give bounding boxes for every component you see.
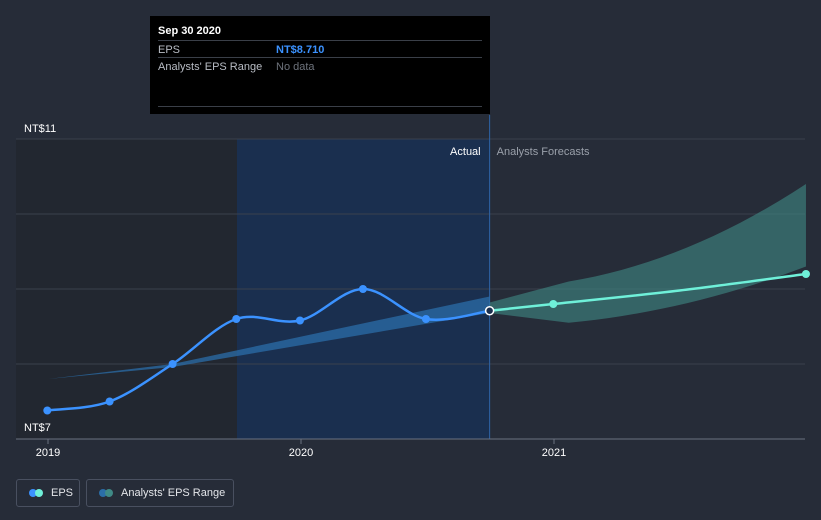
data-point xyxy=(232,315,241,323)
tooltip-row-range: Analysts' EPS Range No data xyxy=(158,57,482,75)
legend-swatch-icon xyxy=(99,489,115,497)
forecast-label: Analysts Forecasts xyxy=(497,146,590,158)
x-tick-label: 2020 xyxy=(289,447,313,459)
tooltip-value: No data xyxy=(276,61,315,73)
tooltip-value: NT$8.710 xyxy=(276,44,325,56)
eps-tooltip: Sep 30 2020 EPS NT$8.710 Analysts' EPS R… xyxy=(150,16,490,114)
data-point xyxy=(549,300,558,308)
legend-swatch-icon xyxy=(29,489,45,497)
legend-item-eps[interactable]: EPS xyxy=(16,479,80,507)
data-point xyxy=(43,406,52,415)
eps-forecast-line xyxy=(489,272,807,312)
data-point xyxy=(358,285,367,293)
x-tick-label: 2019 xyxy=(36,447,60,459)
forecast-range-band xyxy=(489,184,806,323)
data-point xyxy=(168,360,177,368)
tooltip-label: EPS xyxy=(158,44,181,56)
tooltip-label: Analysts' EPS Range xyxy=(158,61,263,73)
actual-label: Actual xyxy=(450,146,481,158)
tooltip-divider xyxy=(158,106,482,107)
legend-item-eps-range[interactable]: Analysts' EPS Range xyxy=(86,479,234,507)
data-point xyxy=(421,315,430,323)
legend-label: EPS xyxy=(51,487,74,499)
data-point xyxy=(801,270,810,278)
legend-label: Analysts' EPS Range xyxy=(121,487,226,499)
y-tick-label: NT$7 xyxy=(24,422,51,434)
highlight-point xyxy=(484,306,495,316)
tooltip-row-eps: EPS NT$8.710 xyxy=(158,40,482,58)
data-point xyxy=(295,316,304,325)
x-tick-label: 2021 xyxy=(542,447,566,459)
y-tick-label: NT$11 xyxy=(24,123,56,135)
data-point xyxy=(105,397,114,406)
eps-actual-line xyxy=(47,287,490,412)
tooltip-date: Sep 30 2020 xyxy=(158,25,221,37)
